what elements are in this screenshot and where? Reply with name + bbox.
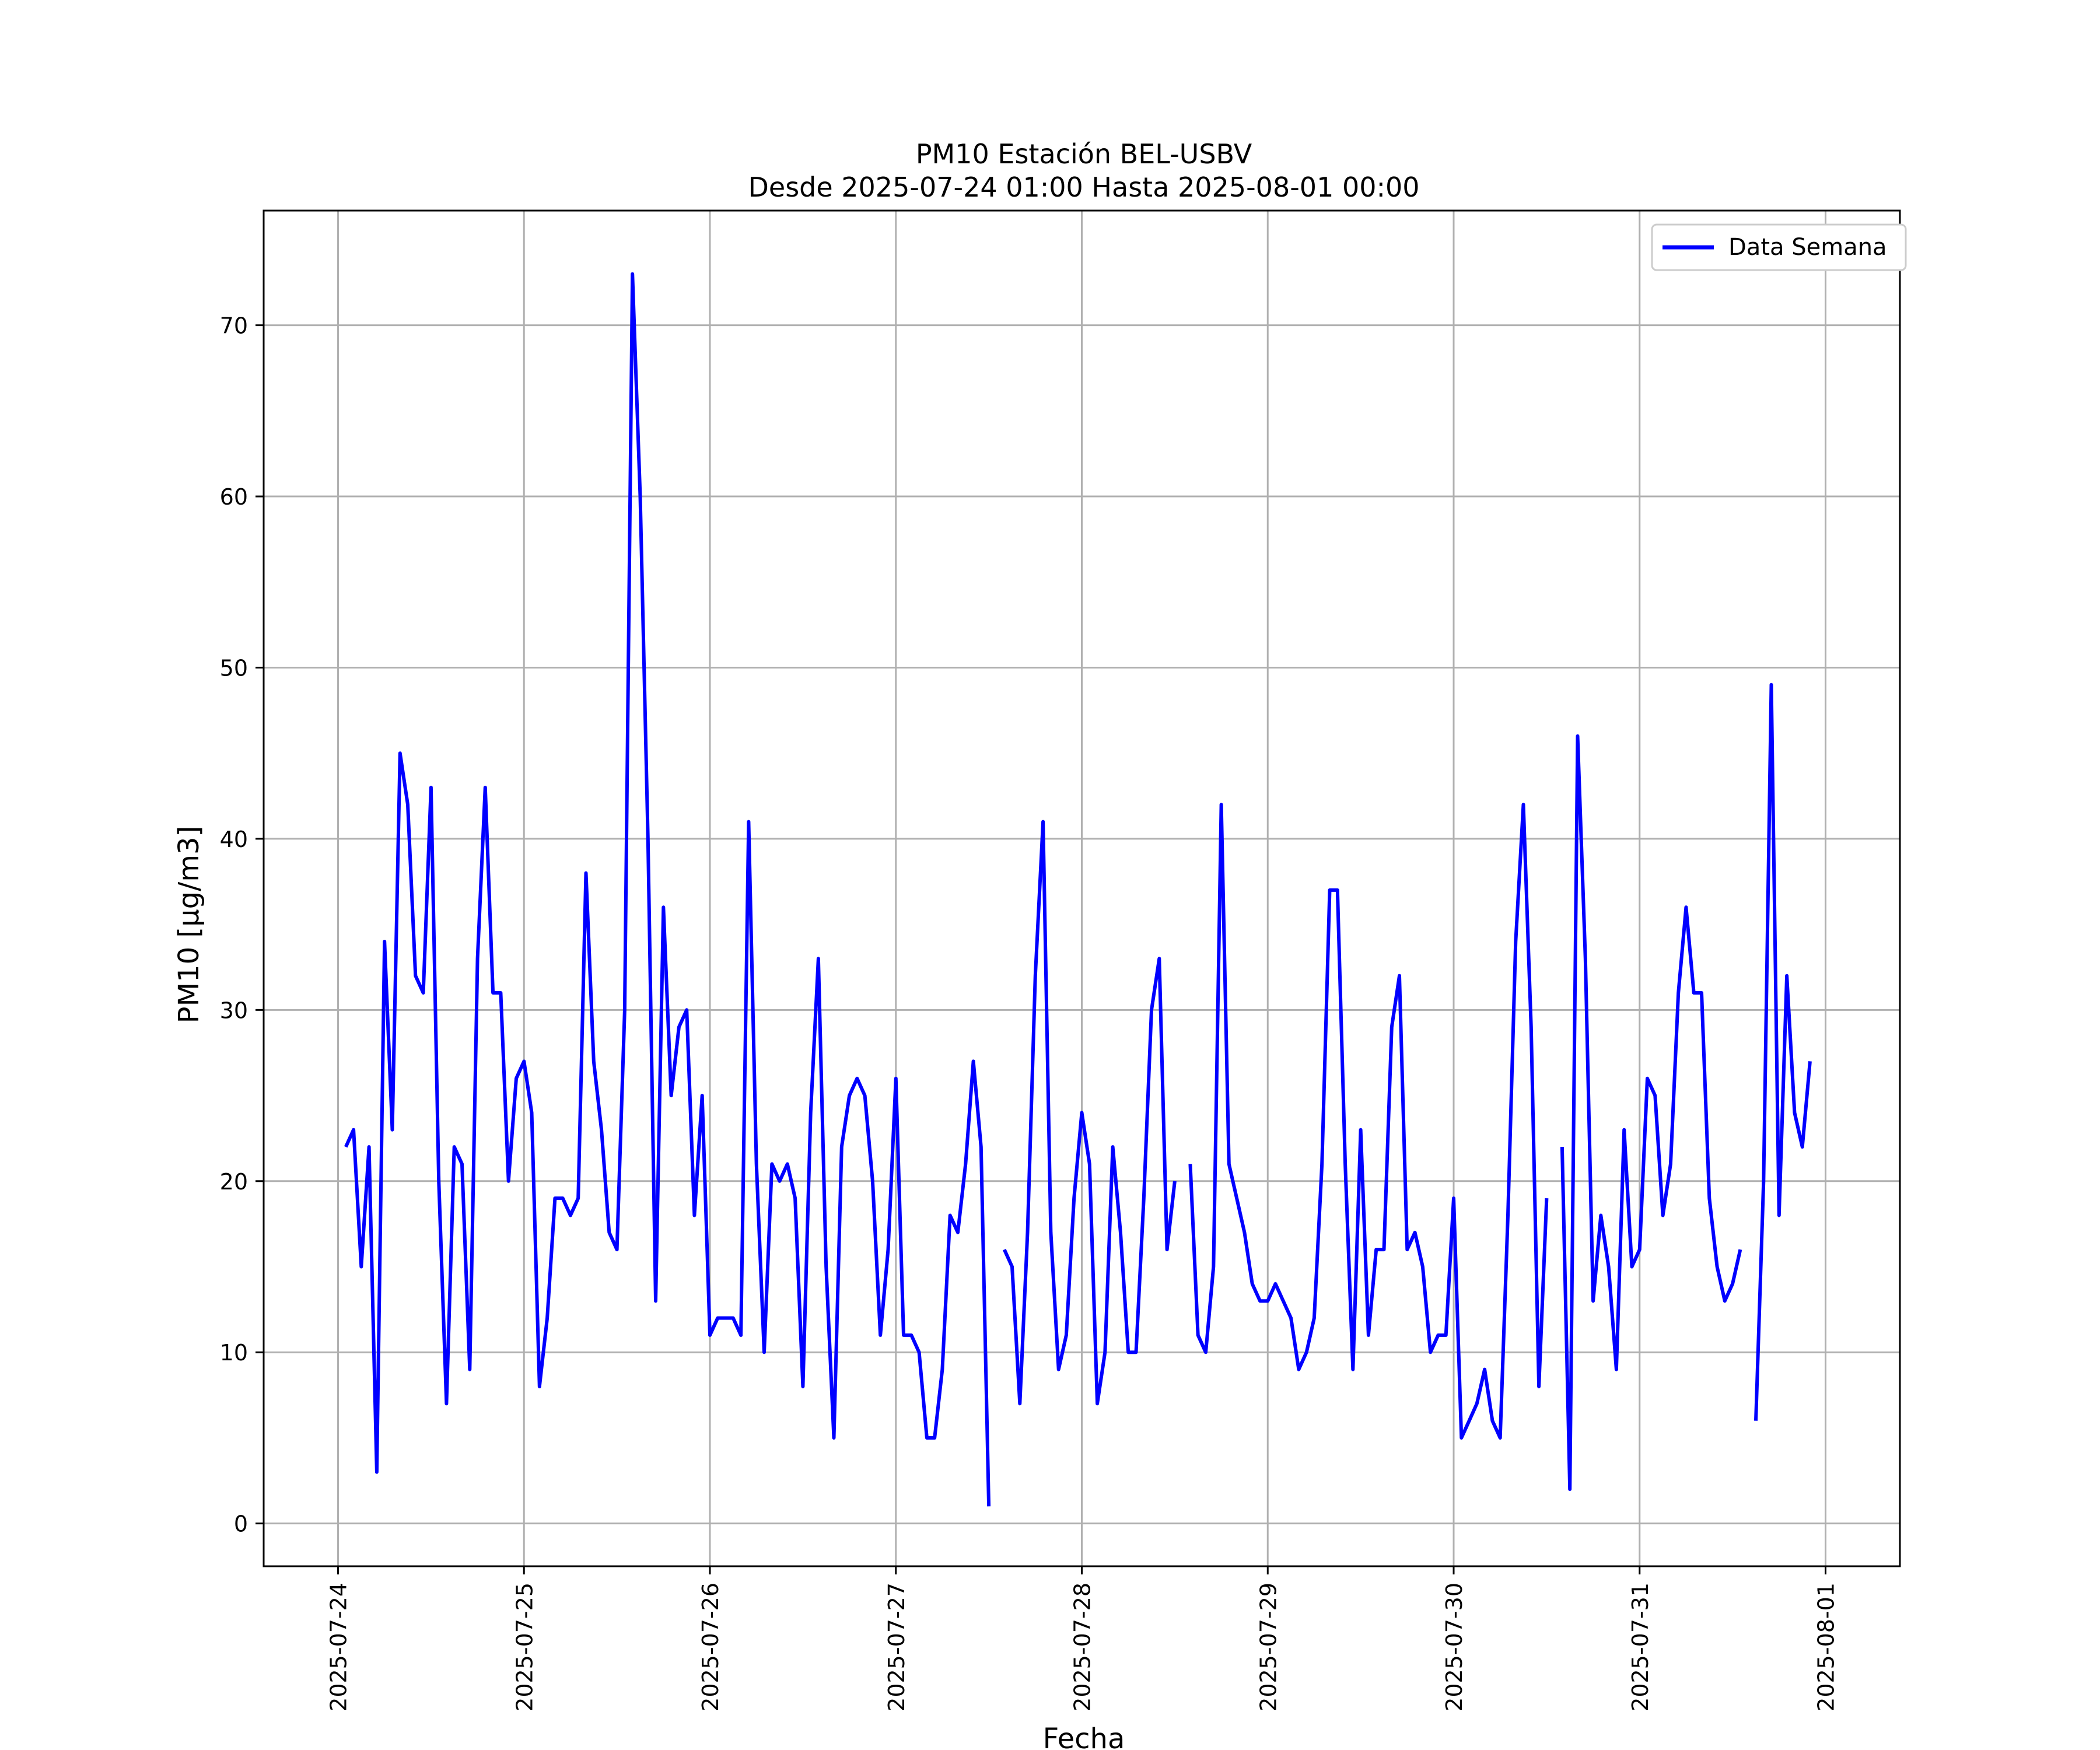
y-tick-label: 40 bbox=[220, 827, 248, 852]
x-tick-label: 2025-07-31 bbox=[1628, 1583, 1653, 1712]
y-axis-label: PM10 [µg/m3] bbox=[173, 826, 205, 1024]
x-tick-label: 2025-07-28 bbox=[1070, 1583, 1096, 1712]
chart-subtitle: Desde 2025-07-24 01:00 Hasta 2025-08-01 … bbox=[748, 172, 1419, 203]
x-tick-label: 2025-07-29 bbox=[1255, 1583, 1281, 1712]
y-tick-label: 60 bbox=[220, 484, 248, 510]
series-line-data-semana bbox=[344, 272, 1812, 1507]
x-tick-label: 2025-08-01 bbox=[1814, 1583, 1839, 1712]
x-tick-label: 2025-07-26 bbox=[698, 1583, 723, 1712]
y-tick-label: 50 bbox=[220, 655, 248, 681]
x-axis: 2025-07-24 2025-07-25 2025-07-26 2025-07-27… bbox=[326, 1566, 1839, 1712]
series-layer bbox=[344, 272, 1812, 1507]
legend: Data Semana bbox=[1651, 223, 1907, 271]
x-tick-label: 2025-07-24 bbox=[326, 1583, 352, 1712]
y-tick-label: 10 bbox=[220, 1340, 248, 1366]
grid bbox=[264, 211, 1900, 1566]
legend-box bbox=[1651, 223, 1907, 271]
x-axis-label: Fecha bbox=[1043, 1723, 1125, 1750]
x-tick-label: 2025-07-30 bbox=[1441, 1583, 1467, 1712]
x-tick-label: 2025-07-27 bbox=[884, 1583, 909, 1712]
y-axis: 0 10 20 30 40 50 60 70 bbox=[220, 313, 264, 1537]
chart-title: PM10 Estación BEL-USBV bbox=[916, 138, 1252, 170]
x-tick-label: 2025-07-25 bbox=[512, 1583, 537, 1712]
y-tick-label: 70 bbox=[220, 313, 248, 339]
y-tick-label: 20 bbox=[220, 1169, 248, 1195]
legend-label-data-semana: Data Semana bbox=[1728, 234, 1887, 261]
y-tick-label: 0 bbox=[234, 1511, 248, 1537]
y-tick-label: 30 bbox=[220, 998, 248, 1023]
